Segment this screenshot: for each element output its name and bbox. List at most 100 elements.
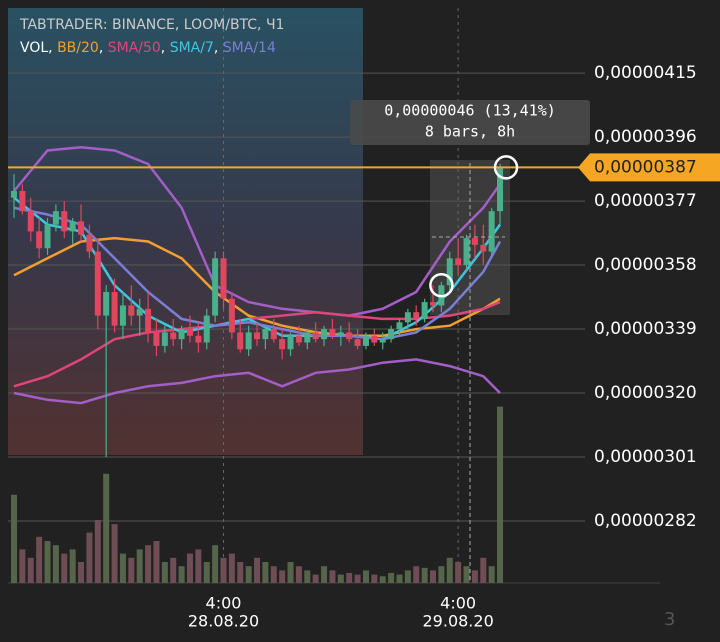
candle-body <box>119 305 126 326</box>
x-tick-label: 28.08.20 <box>188 612 259 631</box>
volume-bar <box>337 574 344 583</box>
volume-bar <box>186 553 193 583</box>
y-tick-label: 0,00000396 <box>594 127 697 147</box>
candle-body <box>337 332 344 336</box>
measure-start <box>429 273 454 298</box>
band-lower <box>13 358 501 405</box>
candle-body <box>371 335 378 343</box>
candle-body <box>161 332 168 346</box>
volume-bar <box>128 557 135 583</box>
volume-bar <box>103 473 110 583</box>
volume-bar <box>78 562 85 583</box>
candle-body <box>488 211 495 252</box>
candle-body <box>111 292 118 326</box>
volume-bar <box>262 562 269 583</box>
candle-body <box>430 302 436 306</box>
page-indicator: 3 <box>664 609 675 630</box>
volume-bar <box>480 557 487 583</box>
volume-bar <box>61 553 68 583</box>
candle-body <box>44 224 51 249</box>
volume-bar <box>44 541 51 583</box>
candle-body <box>228 298 235 333</box>
volume-bar <box>295 566 302 583</box>
volume-bar <box>178 566 185 583</box>
band-upper <box>13 145 502 317</box>
overlay: 0,00000046 (13,41%) 8 bars, 8h <box>350 100 590 583</box>
legend-entry: , <box>214 40 218 56</box>
candle-body <box>52 211 59 225</box>
candle-body <box>312 332 319 340</box>
candle-body <box>396 322 403 330</box>
chart-title: TABTRADER: BINANCE, LOOM/BTC, Ч1 <box>19 17 284 33</box>
candle-body <box>254 332 261 340</box>
volume-bar <box>396 574 403 583</box>
y-tick-label: 0,00000301 <box>594 447 697 467</box>
candle-body <box>321 329 328 340</box>
candle-body <box>203 315 210 343</box>
candle-body <box>354 339 361 346</box>
volume-bar <box>471 570 478 583</box>
volume-bar <box>245 566 252 583</box>
volume-bar <box>455 562 462 583</box>
candle-body <box>27 211 34 232</box>
volume-bar <box>421 567 428 583</box>
measure-change: 0,00000046 (13,41%) <box>384 102 556 120</box>
candle-body <box>69 221 76 232</box>
candle-body <box>270 329 277 340</box>
candle-body <box>304 332 311 343</box>
volume-bar <box>362 570 369 583</box>
candle-body <box>455 258 462 266</box>
volume-bar <box>27 557 34 583</box>
volume-bar <box>329 570 336 583</box>
volume-bar <box>463 566 470 583</box>
candle-body <box>404 312 411 323</box>
candle-body <box>463 238 470 266</box>
current-price-label: 0,00000387 <box>594 157 697 177</box>
legend-entry: , <box>48 40 52 56</box>
candle-body <box>36 231 43 249</box>
legend-entry: , <box>99 40 103 56</box>
volume-bar <box>388 572 395 583</box>
candle-body <box>220 258 227 299</box>
measure-end <box>493 155 519 180</box>
candle-body <box>237 332 244 350</box>
volume-bar <box>228 553 235 583</box>
volume-bar <box>312 574 319 583</box>
candle-body <box>413 312 420 319</box>
candle-body <box>245 332 252 350</box>
candle-body <box>145 308 152 333</box>
volume <box>11 406 504 583</box>
measure-span: 8 bars, 8h <box>425 123 515 141</box>
candles <box>11 164 504 458</box>
volume-bar <box>287 562 294 583</box>
candle-body <box>136 308 143 316</box>
volume-bar <box>430 570 436 583</box>
volume-bar <box>304 570 311 583</box>
volume-bar <box>497 406 504 583</box>
legend-entry: VOL <box>20 40 48 56</box>
candle-body <box>178 329 185 340</box>
legend-entry: SMA/50 <box>108 40 161 56</box>
volume-bar <box>354 574 361 583</box>
candle-body <box>379 339 386 343</box>
volume-bar <box>153 541 160 583</box>
candle-body <box>103 292 110 316</box>
x-tick-label: 4:00 <box>440 594 476 613</box>
volume-bar <box>346 572 353 583</box>
volume-bar <box>270 566 277 583</box>
volume-bar <box>195 549 202 583</box>
candle-body <box>19 190 26 212</box>
candle-body <box>287 335 294 350</box>
volume-bar <box>413 566 420 583</box>
volume-bar <box>161 562 168 583</box>
candle-body <box>480 244 487 252</box>
legend: VOL, BB/20, SMA/50, SMA/7, SMA/14 <box>20 40 276 56</box>
volume-bar <box>212 545 219 583</box>
volume-bar <box>237 562 244 583</box>
candle-body <box>346 332 353 340</box>
candle-body <box>78 221 85 235</box>
candle-body <box>212 258 219 316</box>
legend-entry: SMA/7 <box>170 40 214 56</box>
volume-bar <box>11 494 17 583</box>
legend-entry: , <box>161 40 165 56</box>
